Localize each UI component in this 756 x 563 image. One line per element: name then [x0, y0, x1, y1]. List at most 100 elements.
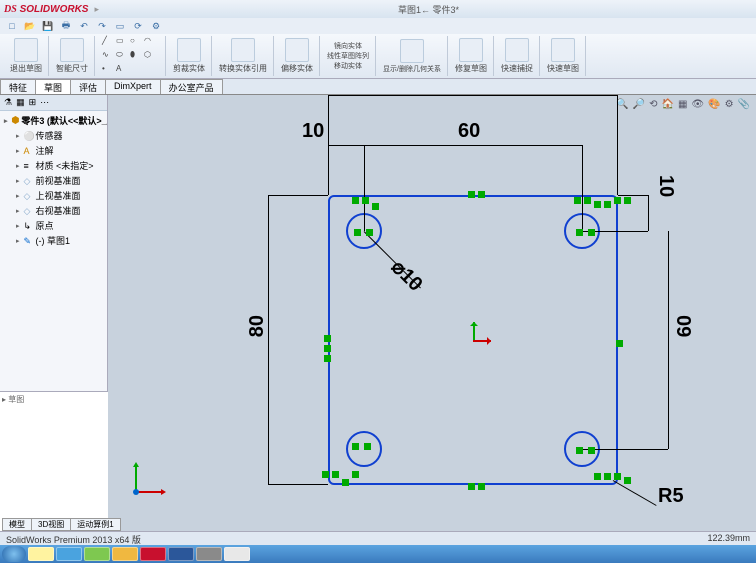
tree-top-plane[interactable]: ◇上视基准面: [2, 188, 105, 203]
ribbon-convert[interactable]: 转换实体引用: [213, 36, 274, 76]
constraint-marker[interactable]: [604, 473, 611, 480]
ellipse-icon[interactable]: ⬭: [116, 50, 128, 62]
tree-config-icon[interactable]: ⊞: [29, 97, 37, 108]
save-icon[interactable]: 💾: [42, 20, 54, 32]
tree-right-plane[interactable]: ◇右视基准面: [2, 203, 105, 218]
constraint-marker[interactable]: [604, 201, 611, 208]
tab-features[interactable]: 特征: [0, 79, 36, 94]
constraint-marker[interactable]: [468, 483, 475, 490]
ribbon-pattern[interactable]: 镜向实体 线性草图阵列 移动实体: [321, 36, 376, 76]
tree-annotations[interactable]: A注解: [2, 143, 105, 158]
text-icon[interactable]: A: [116, 64, 128, 76]
3dview-tab[interactable]: 3D视图: [31, 518, 71, 531]
rebuild-icon[interactable]: ⟳: [132, 20, 144, 32]
line-icon[interactable]: ╱: [102, 36, 114, 48]
task-item[interactable]: [28, 547, 54, 561]
constraint-marker[interactable]: [574, 197, 581, 204]
constraint-marker[interactable]: [352, 471, 359, 478]
constraint-marker[interactable]: [324, 335, 331, 342]
motion-tab[interactable]: 运动算例1: [70, 518, 120, 531]
dim-right-60[interactable]: 60: [674, 315, 697, 337]
constraint-marker[interactable]: [354, 229, 361, 236]
constraint-marker[interactable]: [468, 191, 475, 198]
dim-left-10[interactable]: 10: [302, 120, 324, 143]
ribbon-relations[interactable]: 显示/删除几何关系: [377, 36, 448, 76]
constraint-marker[interactable]: [478, 191, 485, 198]
constraint-marker[interactable]: [576, 447, 583, 454]
tree-display-icon[interactable]: ▦: [16, 97, 25, 108]
options-icon[interactable]: ⚙: [150, 20, 162, 32]
task-item[interactable]: [112, 547, 138, 561]
point-icon[interactable]: •: [102, 64, 114, 76]
rotate-icon[interactable]: ⟲: [649, 99, 657, 110]
constraint-marker[interactable]: [352, 443, 359, 450]
constraint-marker[interactable]: [322, 471, 329, 478]
tab-office[interactable]: 办公室产品: [160, 79, 223, 94]
constraint-marker[interactable]: [594, 201, 601, 208]
constraint-marker[interactable]: [366, 229, 373, 236]
task-item[interactable]: [224, 547, 250, 561]
rect-icon[interactable]: ▭: [116, 36, 128, 48]
task-item[interactable]: [196, 547, 222, 561]
constraint-marker[interactable]: [616, 340, 623, 347]
select-icon[interactable]: ▭: [114, 20, 126, 32]
model-tab[interactable]: 模型: [2, 518, 32, 531]
task-item[interactable]: [84, 547, 110, 561]
tree-sketch1[interactable]: ✎(-) 草图1: [2, 233, 105, 248]
tree-material[interactable]: ≡材质 <未指定>: [2, 158, 105, 173]
tree-sensors[interactable]: ⚪传感器: [2, 128, 105, 143]
constraint-marker[interactable]: [614, 473, 621, 480]
circle-icon[interactable]: ○: [130, 36, 142, 48]
hide-show-icon[interactable]: 👁: [691, 99, 704, 110]
tree-root[interactable]: ⬢ 零件3 (默认<<默认>_显示状态: [2, 113, 105, 128]
dim-right-10[interactable]: 10: [654, 175, 677, 197]
ribbon-trim[interactable]: 剪裁实体: [167, 36, 212, 76]
constraint-marker[interactable]: [352, 197, 359, 204]
polygon-icon[interactable]: ⬡: [144, 50, 156, 62]
task-item[interactable]: [168, 547, 194, 561]
tree-origin[interactable]: ↳原点: [2, 218, 105, 233]
undo-icon[interactable]: ↶: [78, 20, 90, 32]
constraint-marker[interactable]: [324, 345, 331, 352]
ribbon-smart-dim[interactable]: 智能尺寸: [50, 36, 95, 76]
graphics-area[interactable]: 🔍 🔎 ⟲ 🏠 ▦ 👁 🎨 ⚙ 📎: [108, 95, 756, 531]
ribbon-rapid[interactable]: 快速草图: [541, 36, 586, 76]
tree-more-icon[interactable]: ⋯: [40, 97, 49, 108]
constraint-marker[interactable]: [372, 203, 379, 210]
constraint-marker[interactable]: [624, 477, 631, 484]
task-item[interactable]: [140, 547, 166, 561]
constraint-marker[interactable]: [594, 473, 601, 480]
constraint-marker[interactable]: [324, 355, 331, 362]
constraint-marker[interactable]: [576, 229, 583, 236]
dim-top-60[interactable]: 60: [458, 120, 480, 143]
display-style-icon[interactable]: ▦: [678, 99, 687, 110]
scene-icon[interactable]: ⚙: [725, 99, 734, 110]
constraint-marker[interactable]: [362, 197, 369, 204]
task-item[interactable]: [56, 547, 82, 561]
tab-sketch[interactable]: 草图: [35, 79, 71, 94]
constraint-marker[interactable]: [584, 197, 591, 204]
print-icon[interactable]: 🖶: [60, 20, 72, 32]
ribbon-snap[interactable]: 快速捕捉: [495, 36, 540, 76]
ribbon-exit-sketch[interactable]: 退出草图: [4, 36, 49, 76]
constraint-marker[interactable]: [342, 479, 349, 486]
constraint-marker[interactable]: [478, 483, 485, 490]
dim-fillet[interactable]: R5: [658, 485, 684, 508]
tree-front-plane[interactable]: ◇前视基准面: [2, 173, 105, 188]
constraint-marker[interactable]: [588, 229, 595, 236]
tree-filter-icon[interactable]: ⚗: [4, 97, 12, 108]
tab-evaluate[interactable]: 评估: [70, 79, 106, 94]
constraint-marker[interactable]: [332, 471, 339, 478]
arc-icon[interactable]: ◠: [144, 36, 156, 48]
open-icon[interactable]: 📂: [24, 20, 36, 32]
constraint-marker[interactable]: [588, 447, 595, 454]
constraint-marker[interactable]: [364, 443, 371, 450]
zoom-area-icon[interactable]: 🔎: [633, 99, 645, 110]
zoom-fit-icon[interactable]: 🔍: [616, 99, 628, 110]
constraint-marker[interactable]: [614, 197, 621, 204]
appearance-icon[interactable]: 🎨: [708, 99, 720, 110]
redo-icon[interactable]: ↷: [96, 20, 108, 32]
spline-icon[interactable]: ∿: [102, 50, 114, 62]
constraint-marker[interactable]: [624, 197, 631, 204]
view-orient-icon[interactable]: 🏠: [662, 99, 674, 110]
